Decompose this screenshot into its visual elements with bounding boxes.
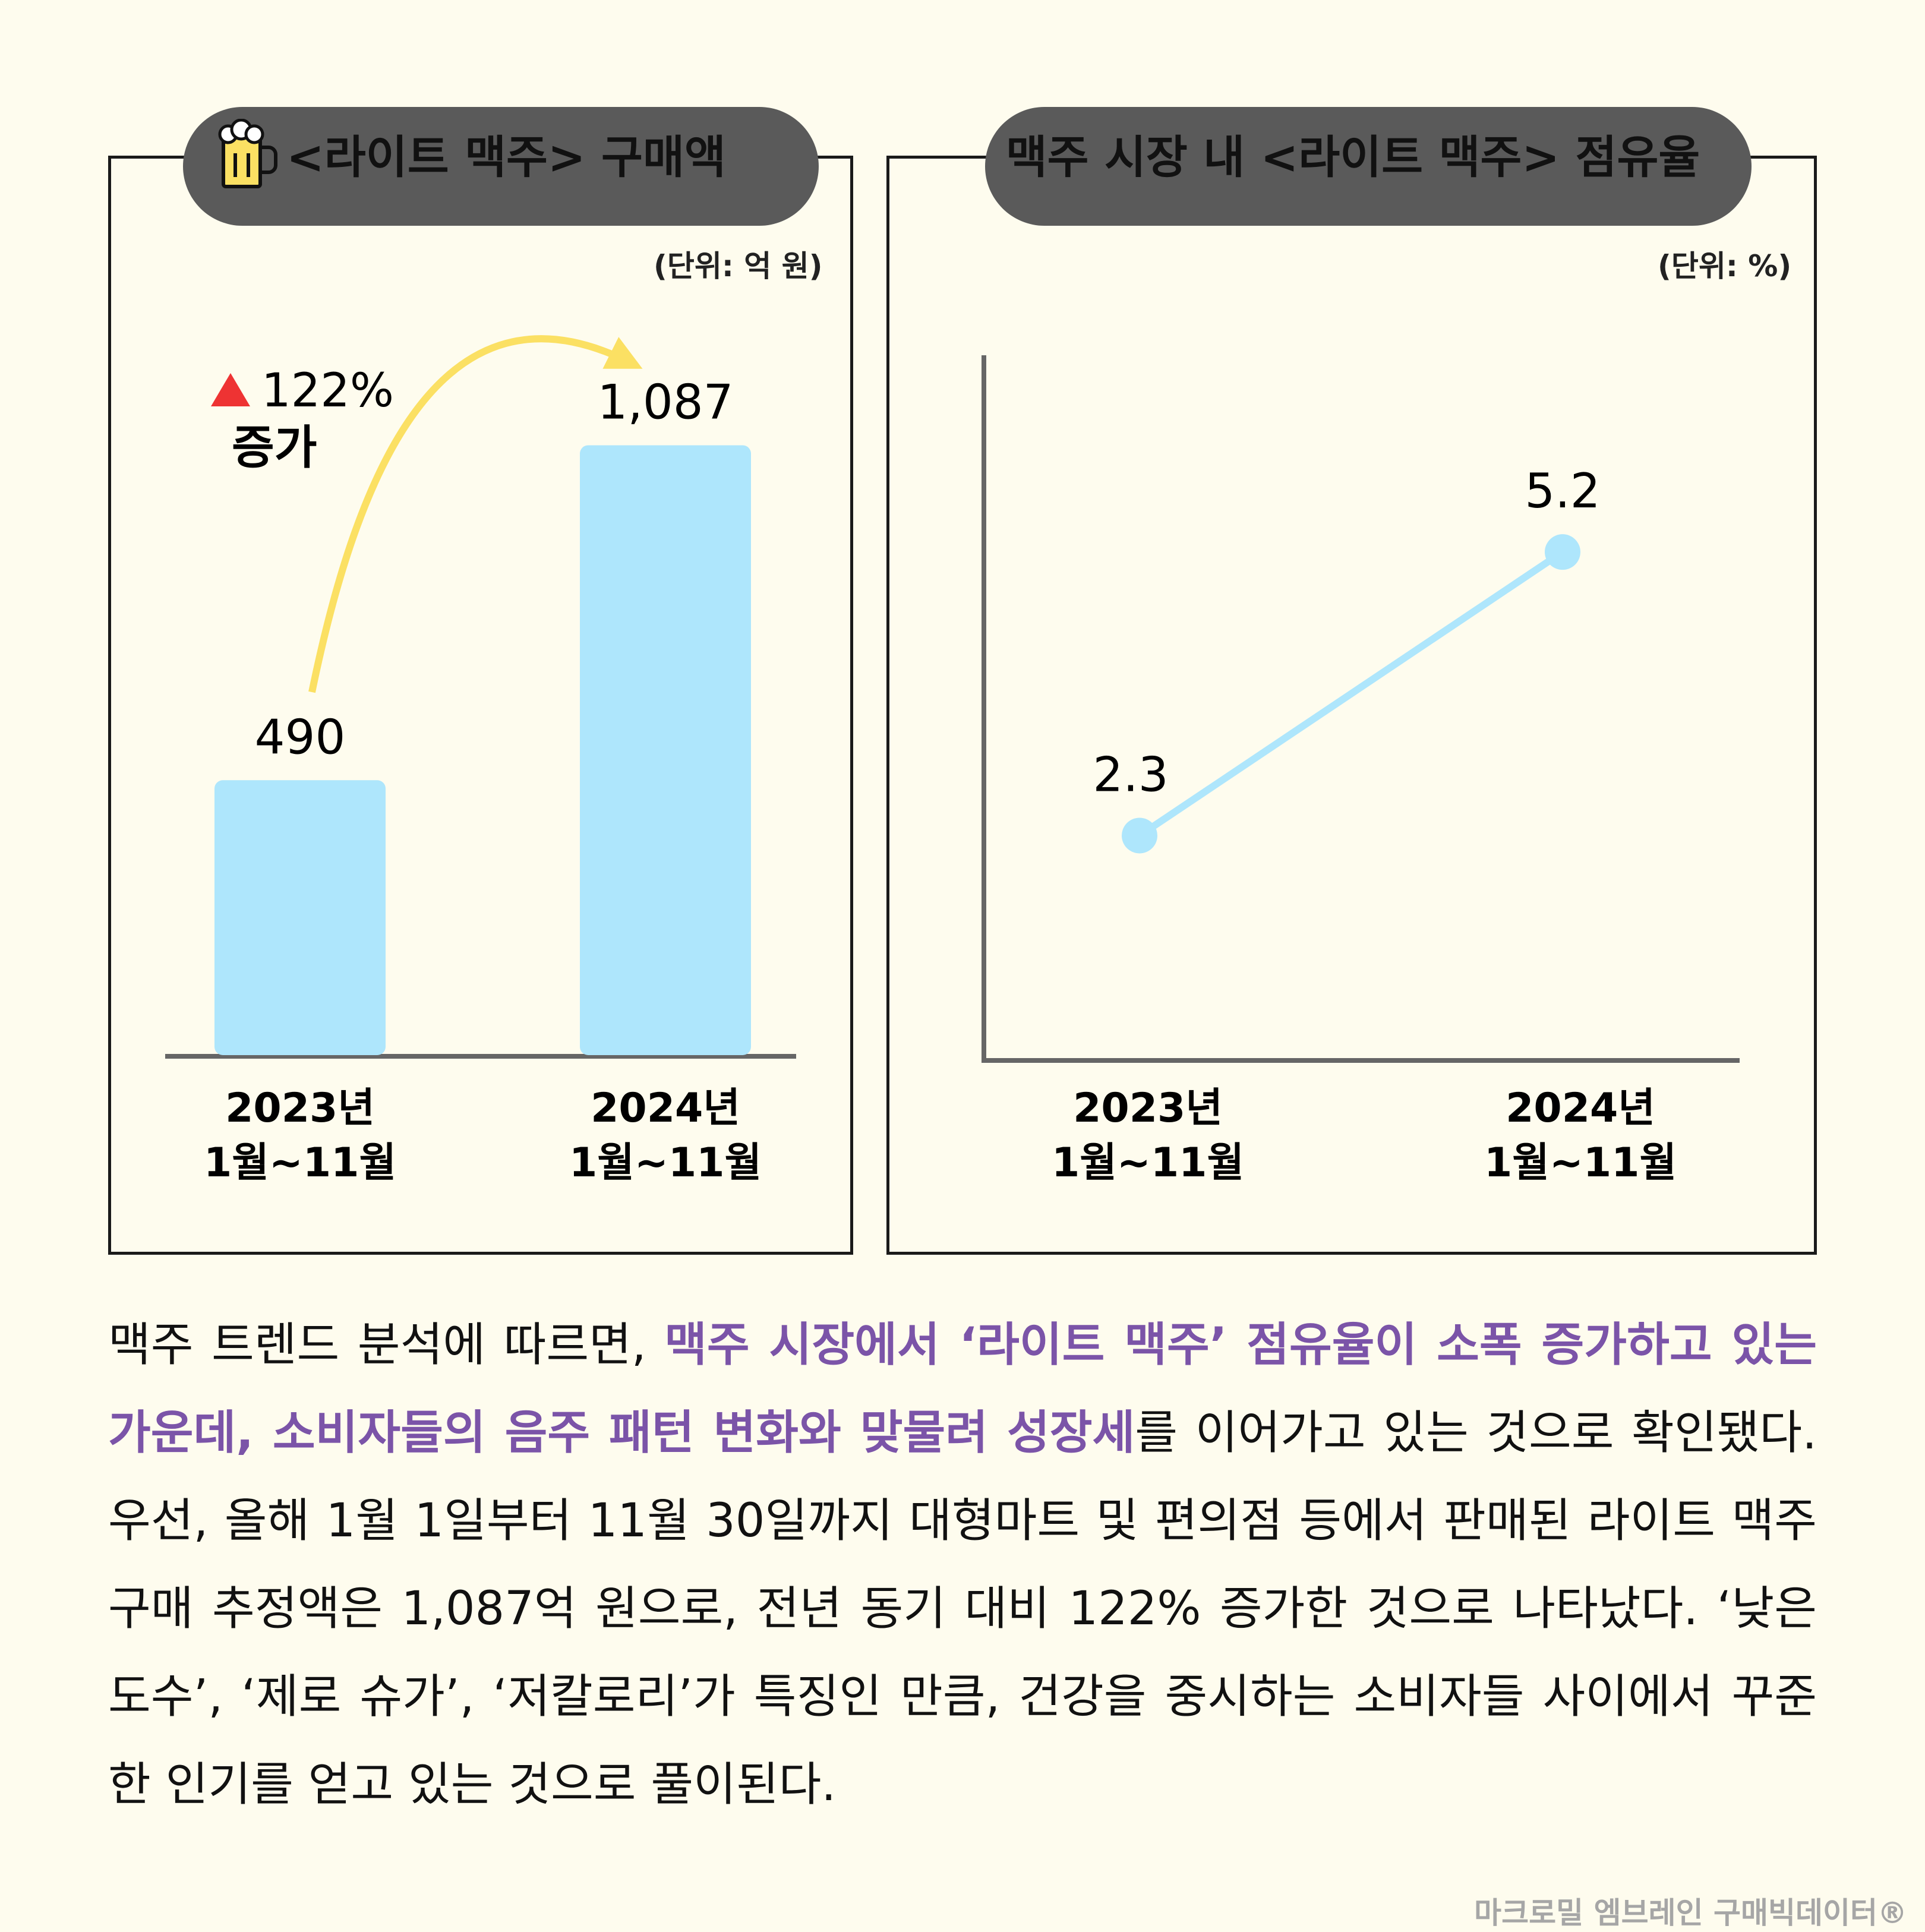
purchase-amount-bar-chart: 490 1,087 122% 증가 2023년 1월~11월 2024년 1월~… (165, 335, 796, 1186)
market-share-title: 맥주 시장 내 <라이트 맥주> 점유율 (1005, 131, 1700, 184)
beer-mug-icon (218, 119, 277, 188)
body-text-part2: 를 이어가고 있는 것으로 확인됐다. 우선, 올해 1월 1일부터 11월 3… (108, 1406, 1817, 1811)
x-tick-label: 1월~11월 (569, 1139, 762, 1186)
point-value-label: 2.3 (1093, 747, 1168, 802)
data-source-credit: 마크로밀 엠브레인 구매빅데이터® (1474, 1896, 1907, 1930)
purchase-amount-title-pill: <라이트 맥주> 구매액 (168, 94, 803, 213)
purchase-amount-unit: (단위: 억 원) (654, 249, 823, 283)
body-text-part1: 맥주 트렌드 분석에 따르면, (108, 1318, 665, 1372)
share-series-line (1137, 549, 1565, 839)
bar-2023 (214, 780, 386, 1055)
up-triangle-icon (211, 373, 250, 406)
body-paragraph: 맥주 트렌드 분석에 따르면, 맥주 시장에서 ‘라이트 맥주’ 점유율이 소폭… (108, 1301, 1817, 1829)
market-share-panel (886, 156, 1817, 1255)
title-pill-shadow (183, 107, 819, 226)
market-share-unit: (단위: %) (1658, 249, 1792, 283)
x-tick-label: 1월~11월 (204, 1139, 396, 1186)
x-tick-label: 2023년 (225, 1085, 375, 1132)
body-highlight: 맥주 시장에서 ‘라이트 맥주’ 점유율이 소폭 증가하고 있는 가운데, 소비… (108, 1318, 1817, 1460)
purchase-amount-title: <라이트 맥주> 구매액 (286, 131, 726, 184)
bar-value-label: 490 (255, 709, 346, 765)
charts-canvas: 490 1,087 122% 증가 2023년 1월~11월 2024년 1월~… (165, 335, 1740, 1186)
growth-word: 증가 (232, 421, 317, 475)
market-share-title-pill: 맥주 시장 내 <라이트 맥주> 점유율 (970, 94, 1736, 213)
title-pill-shadow (985, 107, 1752, 226)
x-tick-label: 2024년 (1506, 1085, 1655, 1132)
share-point-2023 (1122, 817, 1157, 854)
bar-value-label: 1,087 (597, 374, 733, 430)
x-tick-label: 2023년 (1073, 1085, 1223, 1132)
market-share-line-chart: 2.3 5.2 2023년 1월~11월 2024년 1월~11월 (982, 355, 1740, 1186)
x-tick-label: 2024년 (591, 1085, 740, 1132)
bar-2024 (580, 445, 751, 1055)
x-tick-label: 1월~11월 (1052, 1139, 1244, 1186)
growth-arrow (308, 335, 643, 693)
x-tick-label: 1월~11월 (1484, 1139, 1677, 1186)
point-value-label: 5.2 (1525, 463, 1600, 519)
growth-percent: 122% (261, 364, 394, 418)
share-point-2024 (1545, 534, 1580, 570)
